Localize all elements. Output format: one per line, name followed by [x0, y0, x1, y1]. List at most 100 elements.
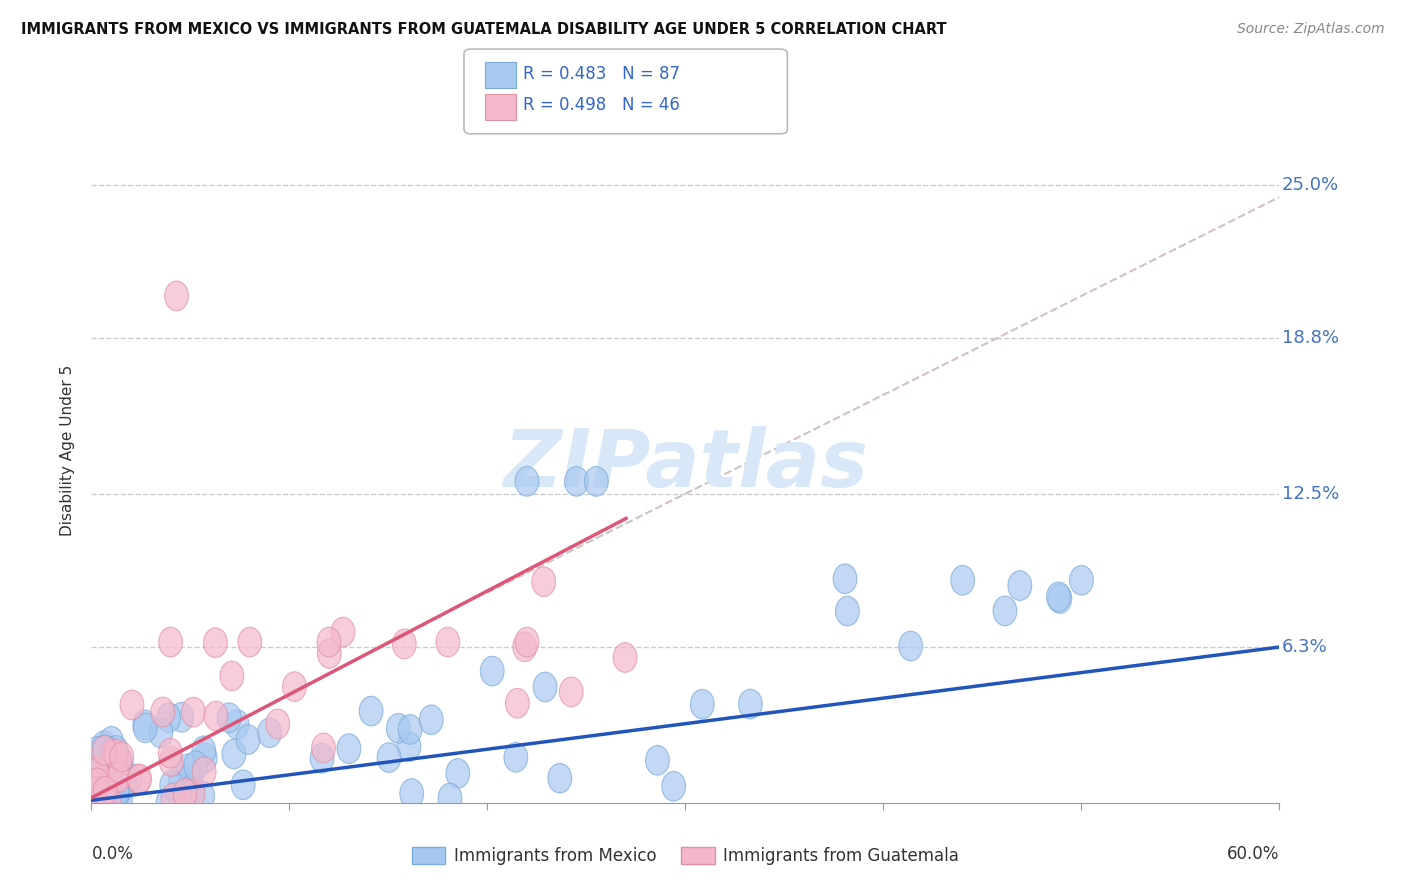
Text: IMMIGRANTS FROM MEXICO VS IMMIGRANTS FROM GUATEMALA DISABILITY AGE UNDER 5 CORRE: IMMIGRANTS FROM MEXICO VS IMMIGRANTS FRO…: [21, 22, 946, 37]
Ellipse shape: [318, 627, 340, 657]
Ellipse shape: [1070, 566, 1094, 595]
Ellipse shape: [191, 781, 215, 811]
Ellipse shape: [118, 764, 142, 793]
Ellipse shape: [105, 762, 129, 791]
Ellipse shape: [108, 751, 132, 781]
Ellipse shape: [157, 703, 180, 732]
Ellipse shape: [159, 747, 183, 776]
Ellipse shape: [218, 703, 240, 732]
Legend: Immigrants from Mexico, Immigrants from Guatemala: Immigrants from Mexico, Immigrants from …: [405, 840, 966, 872]
Ellipse shape: [93, 731, 117, 761]
Ellipse shape: [94, 735, 118, 764]
Ellipse shape: [110, 773, 134, 803]
Ellipse shape: [560, 677, 583, 706]
Ellipse shape: [398, 714, 422, 744]
Ellipse shape: [645, 746, 669, 775]
Ellipse shape: [84, 779, 107, 808]
Ellipse shape: [114, 768, 138, 797]
Ellipse shape: [193, 736, 215, 765]
Ellipse shape: [96, 766, 120, 796]
Ellipse shape: [193, 743, 217, 772]
Text: Source: ZipAtlas.com: Source: ZipAtlas.com: [1237, 22, 1385, 37]
Ellipse shape: [387, 714, 411, 743]
Ellipse shape: [97, 754, 121, 783]
Ellipse shape: [585, 467, 609, 496]
Ellipse shape: [515, 467, 538, 496]
Ellipse shape: [86, 768, 110, 797]
Ellipse shape: [481, 657, 505, 686]
Text: 0.0%: 0.0%: [91, 845, 134, 863]
Ellipse shape: [162, 783, 184, 813]
Ellipse shape: [1046, 582, 1070, 612]
Ellipse shape: [108, 747, 132, 777]
Ellipse shape: [533, 672, 557, 702]
Ellipse shape: [149, 718, 173, 747]
Ellipse shape: [108, 754, 132, 783]
Ellipse shape: [690, 690, 714, 719]
Y-axis label: Disability Age Under 5: Disability Age Under 5: [59, 365, 75, 536]
Ellipse shape: [184, 751, 208, 780]
Ellipse shape: [105, 778, 129, 807]
Ellipse shape: [993, 596, 1017, 625]
Ellipse shape: [110, 742, 134, 772]
Ellipse shape: [173, 779, 197, 808]
Ellipse shape: [100, 752, 124, 782]
Ellipse shape: [515, 627, 538, 657]
Ellipse shape: [312, 733, 336, 763]
Text: ZIPatlas: ZIPatlas: [503, 425, 868, 504]
Ellipse shape: [84, 756, 107, 786]
Ellipse shape: [177, 754, 200, 783]
Ellipse shape: [93, 776, 117, 806]
Ellipse shape: [96, 764, 120, 794]
Ellipse shape: [90, 736, 114, 765]
Ellipse shape: [231, 770, 254, 799]
Ellipse shape: [835, 596, 859, 626]
Ellipse shape: [107, 745, 131, 774]
Ellipse shape: [98, 767, 121, 797]
Ellipse shape: [419, 705, 443, 735]
Ellipse shape: [565, 467, 588, 496]
Ellipse shape: [377, 743, 401, 772]
Text: 6.3%: 6.3%: [1282, 638, 1327, 656]
Ellipse shape: [105, 780, 129, 810]
Ellipse shape: [834, 564, 856, 593]
Ellipse shape: [89, 756, 112, 786]
Text: R = 0.483   N = 87: R = 0.483 N = 87: [523, 65, 681, 83]
Ellipse shape: [156, 788, 180, 817]
Ellipse shape: [330, 617, 354, 647]
Ellipse shape: [506, 689, 529, 718]
Ellipse shape: [170, 702, 194, 732]
Ellipse shape: [104, 739, 128, 769]
Ellipse shape: [98, 745, 122, 775]
Ellipse shape: [84, 737, 108, 766]
Ellipse shape: [222, 739, 246, 769]
Ellipse shape: [531, 567, 555, 597]
Ellipse shape: [103, 739, 127, 769]
Ellipse shape: [90, 768, 114, 798]
Ellipse shape: [94, 741, 118, 771]
Ellipse shape: [399, 779, 423, 808]
Ellipse shape: [219, 661, 243, 690]
Ellipse shape: [97, 769, 121, 799]
Ellipse shape: [439, 783, 461, 813]
Ellipse shape: [134, 713, 157, 743]
Ellipse shape: [613, 642, 637, 673]
Ellipse shape: [548, 764, 572, 793]
Ellipse shape: [120, 690, 143, 720]
Ellipse shape: [283, 672, 307, 701]
Ellipse shape: [107, 745, 131, 774]
Ellipse shape: [159, 627, 183, 657]
Ellipse shape: [103, 766, 127, 796]
Ellipse shape: [84, 777, 107, 806]
Text: 60.0%: 60.0%: [1227, 845, 1279, 863]
Ellipse shape: [104, 736, 128, 765]
Ellipse shape: [204, 701, 228, 731]
Ellipse shape: [446, 758, 470, 789]
Ellipse shape: [93, 736, 117, 765]
Ellipse shape: [1047, 583, 1071, 614]
Ellipse shape: [128, 764, 152, 794]
Ellipse shape: [103, 747, 127, 777]
Ellipse shape: [238, 627, 262, 657]
Ellipse shape: [181, 779, 205, 809]
Ellipse shape: [108, 764, 131, 794]
